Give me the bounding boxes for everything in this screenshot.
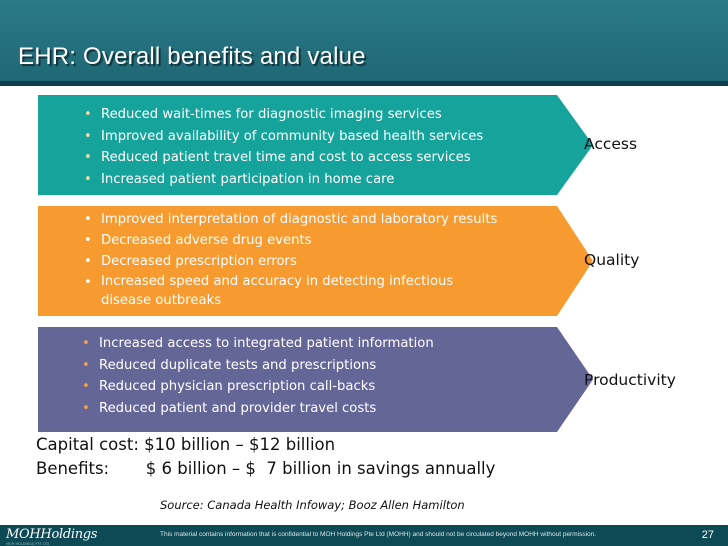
bullet-icon: •	[84, 107, 92, 122]
title-bar: EHR: Overall benefits and value	[0, 0, 728, 86]
bullet-icon: •	[82, 400, 90, 416]
bullet-item: • Improved interpretation of diagnostic a…	[84, 209, 497, 230]
bullet-item: • Reduced physician prescription call-bac…	[82, 376, 434, 398]
bullet-icon: •	[84, 275, 92, 290]
category-label-access: Access	[584, 135, 638, 153]
benefits-text: Benefits: $ 6 billion – $ 7 billion in s…	[36, 459, 496, 478]
confidentiality-disclaimer: This material contains information that …	[160, 531, 597, 538]
bullet-item: • Reduced wait-times for diagnostic imagi…	[84, 104, 483, 126]
category-label-quality: Quality	[584, 251, 640, 269]
bullet-item: • Decreased prescription errors	[84, 251, 497, 272]
capital-cost-text: Capital cost: $10 billion – $12 billion	[36, 435, 336, 454]
mohh-logo-subtext: MOH HOLDINGS PTE LTD	[6, 542, 50, 546]
page-number: 27	[701, 529, 714, 541]
source-citation: Source: Canada Health Infoway; Booz Alle…	[160, 498, 465, 512]
bullet-icon: •	[84, 128, 92, 144]
bullet-icon: •	[84, 233, 92, 248]
quality-arrow-band	[38, 206, 593, 316]
bullet-item: • Reduced duplicate tests and prescriptio…	[82, 355, 434, 377]
productivity-arrow-band	[38, 327, 593, 432]
bullet-item: • Decreased adverse drug events	[84, 230, 497, 251]
bullet-item: • Increased patient participation in home…	[84, 169, 483, 191]
bullet-item: • Reduced patient travel time and cost to…	[84, 147, 483, 169]
access-bullet-list: • Reduced wait-times for diagnostic imagi…	[84, 104, 483, 190]
access-arrow-band	[38, 95, 593, 195]
bullet-item: • Reduced patient and provider travel cos…	[82, 398, 434, 420]
quality-bullet-list: • Improved interpretation of diagnostic a…	[84, 209, 497, 310]
mohh-logo: MOHHoldings	[6, 527, 98, 542]
footer-bar: MOHHoldings MOH HOLDINGS PTE LTD This ma…	[0, 525, 728, 546]
bullet-icon: •	[84, 150, 92, 165]
bullet-icon: •	[84, 212, 92, 227]
category-label-productivity: Productivity	[584, 371, 676, 389]
bullet-icon: •	[82, 336, 90, 351]
bullet-item: • Improved availability of community base…	[84, 126, 483, 148]
bullet-icon: •	[84, 171, 92, 187]
slide-title: EHR: Overall benefits and value	[18, 43, 366, 70]
title-divider	[0, 81, 728, 86]
bullet-icon: •	[84, 254, 92, 269]
bullet-icon: •	[82, 379, 90, 394]
bullet-icon: •	[82, 357, 90, 373]
productivity-bullet-list: • Increased access to integrated patient …	[82, 333, 434, 419]
bullet-item: • Increased speed and accuracy in detecti…	[84, 274, 454, 308]
bullet-item: • Increased access to integrated patient …	[82, 333, 434, 355]
